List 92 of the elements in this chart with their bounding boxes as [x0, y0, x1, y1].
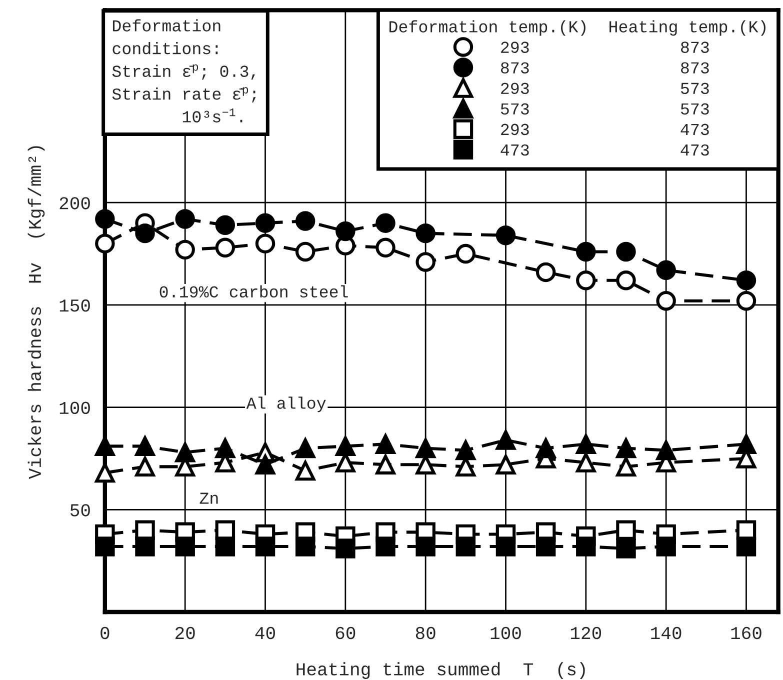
point — [496, 226, 516, 246]
point — [416, 223, 436, 244]
x-tick-label: 100 — [490, 626, 521, 640]
point — [736, 270, 756, 290]
y-tick-label: 150 — [60, 299, 90, 312]
legend-label: 293 573 — [501, 82, 709, 94]
point — [576, 536, 596, 556]
y-tick-label: 50 — [70, 504, 90, 516]
point — [616, 538, 636, 558]
x-tick-label: 40 — [255, 626, 275, 640]
point — [215, 238, 236, 258]
point — [656, 260, 676, 280]
point — [536, 536, 556, 556]
point — [656, 440, 676, 460]
point — [496, 430, 516, 450]
point — [95, 209, 115, 229]
legend-label: 473 473 — [500, 144, 709, 156]
point — [255, 234, 276, 254]
annotation: Al alloy — [246, 396, 326, 412]
point — [536, 438, 556, 458]
x-tick-label: 160 — [731, 626, 762, 640]
point — [295, 242, 316, 262]
point — [295, 460, 316, 481]
x-tick-label: 80 — [416, 626, 436, 640]
point — [376, 536, 396, 556]
point — [416, 536, 436, 556]
point — [95, 436, 115, 456]
point — [456, 244, 476, 264]
point — [95, 536, 115, 556]
point — [616, 456, 636, 477]
x-tick-label: 0 — [100, 626, 110, 640]
point — [616, 438, 636, 458]
x-tick-label: 60 — [336, 626, 356, 640]
point — [135, 223, 155, 244]
x-axis-title: Heating time summed T (s) — [296, 662, 585, 679]
y-tick-label: 100 — [60, 402, 90, 414]
legend-label: 293 873 — [501, 42, 709, 53]
x-tick-label: 20 — [176, 626, 195, 640]
point — [456, 440, 476, 460]
y-axis-title: Vickers hardness Hv (Kgf/mm²) — [28, 146, 45, 479]
legend-label: 293 473 — [501, 124, 709, 136]
point — [496, 454, 516, 474]
point — [255, 213, 276, 233]
point — [336, 436, 356, 456]
point — [376, 238, 396, 258]
point — [736, 291, 756, 311]
x-tick-label: 140 — [651, 626, 682, 640]
point — [416, 252, 436, 272]
legend-label: 873 873 — [500, 62, 709, 74]
point — [576, 270, 596, 290]
point — [135, 536, 155, 556]
point — [736, 434, 756, 454]
point — [416, 438, 436, 458]
point — [376, 454, 396, 474]
point — [536, 262, 556, 282]
point — [576, 434, 596, 454]
point — [656, 291, 676, 311]
point — [456, 536, 476, 556]
point — [376, 434, 396, 454]
point — [175, 209, 195, 229]
point — [295, 536, 316, 556]
point — [255, 536, 276, 556]
point — [135, 456, 155, 477]
point — [215, 215, 236, 235]
point — [656, 536, 676, 556]
legend-title: Deformation temp.(K) Heating temp.(K) — [390, 20, 766, 36]
point — [175, 240, 195, 260]
point — [736, 536, 756, 556]
annotation: 0.19%C carbon steel — [160, 285, 348, 298]
x-tick-label: 120 — [570, 626, 602, 640]
point — [336, 538, 356, 558]
point — [616, 242, 636, 262]
point — [95, 234, 115, 254]
point — [576, 242, 596, 262]
point — [295, 211, 316, 231]
point — [295, 438, 316, 458]
point — [616, 520, 636, 540]
point — [175, 442, 195, 462]
legend-label: 573 573 — [500, 103, 709, 115]
point — [175, 536, 195, 556]
point — [215, 536, 236, 556]
point — [336, 221, 356, 242]
point — [135, 436, 155, 456]
point — [376, 213, 396, 233]
y-tick-label: 200 — [60, 197, 90, 210]
annotation: Zn — [200, 492, 218, 504]
point — [255, 454, 276, 474]
text: Deformation conditions: Strain ε̄$^{p}$; 0.3, Strain rate ε̄̇$^{p}$; 10³s$^{−1}$. — [112, 19, 256, 122]
point — [616, 270, 636, 290]
point — [576, 452, 596, 472]
point — [496, 536, 516, 556]
point — [215, 438, 236, 458]
